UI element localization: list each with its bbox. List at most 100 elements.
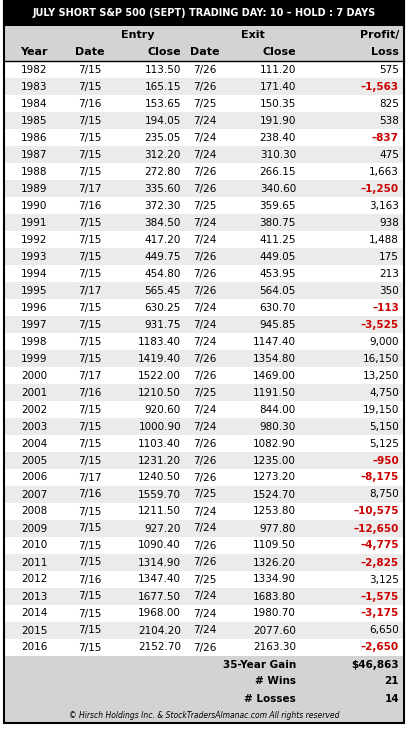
Text: 453.95: 453.95	[259, 268, 296, 278]
Bar	[4, 418, 404, 435]
Bar	[4, 129, 404, 146]
Text: 312.20: 312.20	[144, 149, 181, 160]
Bar	[4, 486, 404, 503]
Text: 7/15: 7/15	[78, 133, 102, 142]
Text: 945.85: 945.85	[259, 319, 296, 330]
Text: Loss: Loss	[371, 47, 399, 57]
Text: 2008: 2008	[21, 507, 47, 517]
Bar	[4, 503, 404, 520]
Bar	[4, 605, 404, 622]
Text: 5,150: 5,150	[369, 421, 399, 432]
Text: –113: –113	[372, 303, 399, 313]
Bar	[4, 673, 404, 690]
Bar	[4, 265, 404, 282]
Text: 7/26: 7/26	[193, 642, 217, 652]
Bar	[4, 333, 404, 350]
Text: # Wins: # Wins	[255, 677, 296, 687]
Text: 1983: 1983	[21, 82, 47, 92]
Text: 564.05: 564.05	[259, 286, 296, 295]
Text: 449.05: 449.05	[259, 252, 296, 262]
Text: JULY SHORT S&P 500 (SEPT) TRADING DAY: 10 – HOLD : 7 DAYS: JULY SHORT S&P 500 (SEPT) TRADING DAY: 1…	[32, 8, 376, 18]
Text: 1985: 1985	[21, 115, 47, 125]
Bar	[4, 95, 404, 112]
Text: 7/26: 7/26	[193, 82, 217, 92]
Text: –837: –837	[372, 133, 399, 142]
Text: 7/16: 7/16	[78, 489, 102, 499]
Text: 7/25: 7/25	[193, 98, 217, 109]
Text: 7/25: 7/25	[193, 489, 217, 499]
Text: 1211.50: 1211.50	[138, 507, 181, 517]
Text: 7/25: 7/25	[193, 388, 217, 397]
Text: 4,750: 4,750	[369, 388, 399, 397]
Text: 7/26: 7/26	[193, 439, 217, 448]
Bar	[4, 61, 404, 78]
Text: 1524.70: 1524.70	[253, 489, 296, 499]
Text: 7/15: 7/15	[78, 625, 102, 636]
Text: 1677.50: 1677.50	[138, 591, 181, 601]
Text: Close: Close	[147, 47, 181, 57]
Text: 1235.00: 1235.00	[253, 456, 296, 466]
Text: –3,175: –3,175	[361, 609, 399, 618]
Bar	[4, 622, 404, 639]
Text: 272.80: 272.80	[144, 166, 181, 176]
Text: 191.90: 191.90	[259, 115, 296, 125]
Text: 266.15: 266.15	[259, 166, 296, 176]
Bar	[4, 163, 404, 180]
Text: 7/24: 7/24	[193, 625, 217, 636]
Text: 2001: 2001	[21, 388, 47, 397]
Text: 7/24: 7/24	[193, 217, 217, 227]
Text: 7/26: 7/26	[193, 286, 217, 295]
Text: 7/26: 7/26	[193, 558, 217, 567]
Text: 7/15: 7/15	[78, 405, 102, 415]
Text: 454.80: 454.80	[144, 268, 181, 278]
Text: 7/15: 7/15	[78, 523, 102, 534]
Bar	[4, 197, 404, 214]
Bar	[4, 231, 404, 248]
Text: 1683.80: 1683.80	[253, 591, 296, 601]
Bar	[4, 367, 404, 384]
Bar	[4, 78, 404, 95]
Text: 384.50: 384.50	[144, 217, 181, 227]
Text: 7/16: 7/16	[78, 98, 102, 109]
Text: 938: 938	[379, 217, 399, 227]
Text: 475: 475	[379, 149, 399, 160]
Text: –8,175: –8,175	[361, 472, 399, 483]
Text: 7/25: 7/25	[193, 200, 217, 211]
Text: 380.75: 380.75	[259, 217, 296, 227]
Text: 1082.90: 1082.90	[253, 439, 296, 448]
Text: 111.20: 111.20	[259, 64, 296, 74]
Text: 1469.00: 1469.00	[253, 370, 296, 381]
Text: 1997: 1997	[21, 319, 47, 330]
Text: 359.65: 359.65	[259, 200, 296, 211]
Text: 335.60: 335.60	[144, 184, 181, 193]
Text: Exit: Exit	[241, 29, 264, 39]
Bar	[4, 146, 404, 163]
Bar	[4, 26, 404, 43]
Text: 194.05: 194.05	[144, 115, 181, 125]
Bar	[4, 656, 404, 673]
Text: 7/15: 7/15	[78, 558, 102, 567]
Bar	[4, 639, 404, 656]
Bar	[4, 43, 404, 61]
Text: 2077.60: 2077.60	[253, 625, 296, 636]
Text: 920.60: 920.60	[145, 405, 181, 415]
Text: 2007: 2007	[21, 489, 47, 499]
Text: 2014: 2014	[21, 609, 47, 618]
Text: 7/15: 7/15	[78, 591, 102, 601]
Text: 1354.80: 1354.80	[253, 354, 296, 364]
Bar	[4, 452, 404, 469]
Text: 1419.40: 1419.40	[138, 354, 181, 364]
Text: 7/15: 7/15	[78, 303, 102, 313]
Bar	[4, 112, 404, 129]
Text: 7/26: 7/26	[193, 456, 217, 466]
Text: 417.20: 417.20	[144, 235, 181, 244]
Text: 14: 14	[384, 693, 399, 703]
Text: 340.60: 340.60	[260, 184, 296, 193]
Text: 565.45: 565.45	[144, 286, 181, 295]
Text: 1980.70: 1980.70	[253, 609, 296, 618]
Text: 1995: 1995	[21, 286, 47, 295]
Text: 1984: 1984	[21, 98, 47, 109]
Text: 1982: 1982	[21, 64, 47, 74]
Text: 235.05: 235.05	[144, 133, 181, 142]
Text: 7/15: 7/15	[78, 268, 102, 278]
